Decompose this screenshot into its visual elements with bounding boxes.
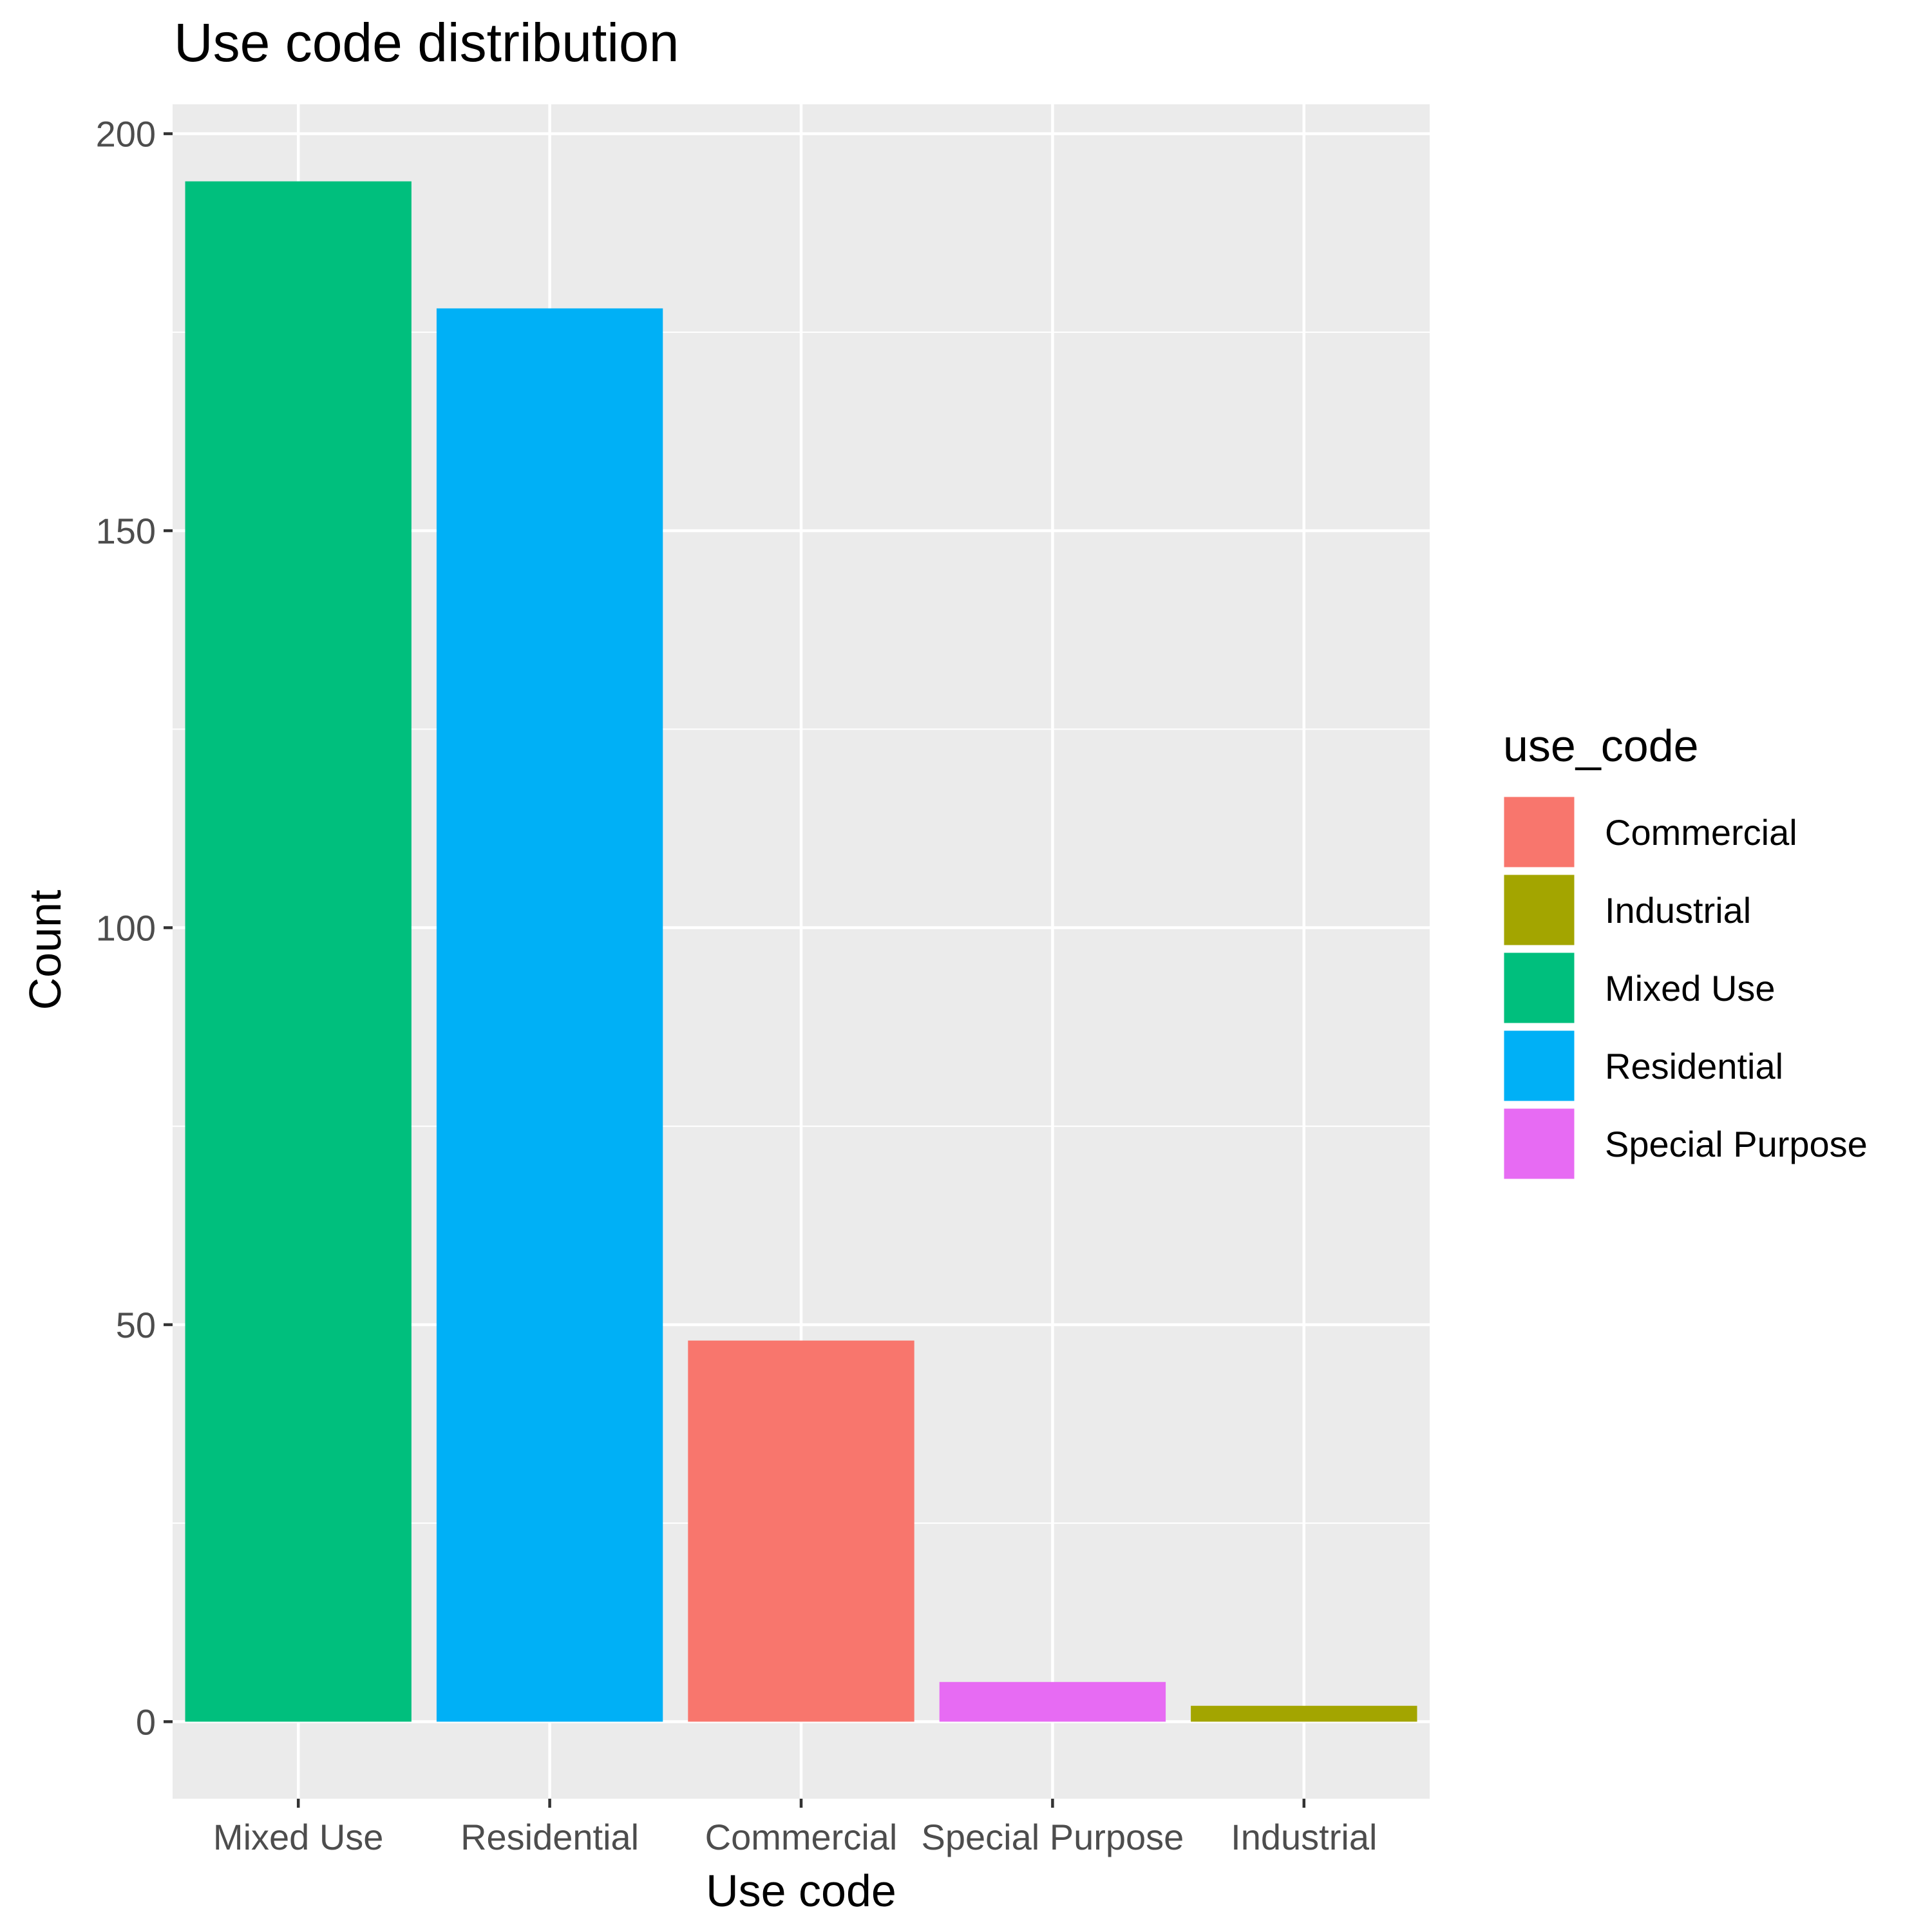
legend-key (1502, 873, 1577, 947)
y-axis-title: Count (20, 890, 70, 1010)
x-tick-label: Industrial (1231, 1817, 1377, 1857)
y-tick-label: 200 (96, 114, 156, 155)
x-tick-label: Mixed Use (213, 1817, 384, 1857)
chart-title: Use code distribution (174, 12, 679, 73)
bar-special-purpose (939, 1681, 1166, 1722)
y-tick-label: 100 (96, 908, 156, 949)
y-tick-label: 150 (96, 511, 156, 551)
bar-residential (436, 308, 663, 1722)
legend-key (1502, 1106, 1577, 1181)
legend-title: use_code (1503, 721, 1699, 771)
legend-label: Residential (1605, 1046, 1783, 1086)
y-tick-label: 50 (116, 1305, 156, 1345)
bar-mixed-use (185, 181, 412, 1722)
legend-label: Commercial (1605, 812, 1797, 853)
x-tick-label: Residential (460, 1817, 639, 1857)
x-tick-label: Special Purpose (921, 1817, 1184, 1857)
bars (185, 181, 1417, 1722)
legend-key (1502, 795, 1577, 869)
x-axis-title: Use code (706, 1866, 896, 1916)
x-axis: Mixed Use Residential Commercial Special Pu… (213, 1799, 1377, 1857)
legend-label: Industrial (1605, 890, 1751, 931)
x-tick-label: Commercial (705, 1817, 898, 1857)
bar-industrial (1191, 1705, 1417, 1722)
legend-label: Special Purpose (1605, 1124, 1868, 1164)
y-tick-label: 0 (136, 1701, 156, 1742)
legend-entries: Commercial Industrial Mixed Use Residential… (1502, 795, 1868, 1181)
legend-key (1502, 1028, 1577, 1103)
y-axis: 0 50 100 150 200 (96, 114, 173, 1742)
legend: use_code Commercial Industrial Mixed Use Re… (1502, 721, 1868, 1181)
bar-commercial (688, 1340, 914, 1722)
legend-key (1502, 951, 1577, 1025)
legend-label: Mixed Use (1605, 968, 1776, 1009)
